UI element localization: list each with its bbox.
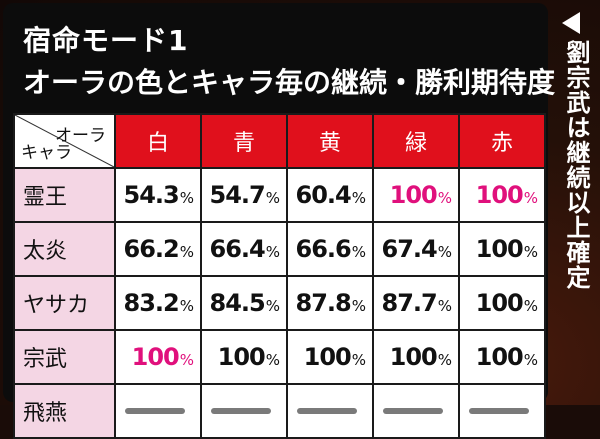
percent-sign: % [351,351,366,369]
percent-sign: % [179,297,194,315]
dash-icon [469,408,529,414]
value-cell [286,383,374,439]
info-panel: 宿命モード1 オーラの色とキャラ毎の継続・勝利期待度 オーラ キャラ 白 青 黄… [3,3,555,439]
value-number: 66.2 [123,235,180,263]
table-header-row: オーラ キャラ 白 青 黄 緑 赤 [13,113,546,169]
percent-sign: % [437,351,452,369]
value-number: 83.2 [123,289,180,317]
percent-sign: % [265,243,280,261]
dash-icon [125,408,185,414]
value-cell [372,383,460,439]
column-header-green: 緑 [372,113,460,169]
page-title: 宿命モード1 [23,24,189,57]
percent-sign: % [351,243,366,261]
table-row: 太炎 66.2% 66.4% 66.6% 67.4% 100% [13,221,546,277]
dash-icon [383,408,443,414]
title-box: 宿命モード1 オーラの色とキャラ毎の継続・勝利期待度 [13,13,555,103]
value-number: 100 [389,343,438,371]
value-cell [114,383,202,439]
row-header: 霊王 [13,167,116,223]
table-row: 霊王 54.3% 54.7% 60.4% 100% 100% [13,167,546,223]
value-number: 87.7 [381,289,438,317]
value-cell: 54.3% [114,167,202,223]
value-cell [458,383,546,439]
row-header: ヤサカ [13,275,116,331]
table-row: 飛燕 [13,383,546,439]
value-cell: 100% [458,275,546,331]
value-cell: 100% [286,329,374,385]
diagonal-line [15,115,114,167]
percent-sign: % [437,243,452,261]
column-header-blue: 青 [200,113,288,169]
value-cell: 100% [458,221,546,277]
percent-sign: % [523,189,538,207]
row-header: 宗武 [13,329,116,385]
dash-icon [211,408,271,414]
percent-sign: % [523,243,538,261]
value-number: 100 [475,289,524,317]
percent-sign: % [437,297,452,315]
column-header-yellow: 黄 [286,113,374,169]
value-number: 100 [217,343,266,371]
value-number: 87.8 [295,289,352,317]
value-cell: 67.4% [372,221,460,277]
row-header: 飛燕 [13,383,116,439]
value-number: 100 [475,235,524,263]
row-header: 太炎 [13,221,116,277]
value-cell: 66.2% [114,221,202,277]
value-cell: 100% [114,329,202,385]
value-number: 54.7 [209,181,266,209]
value-number: 54.3 [123,181,180,209]
triangle-left-icon [562,12,580,34]
corner-label-chara: キャラ [21,143,72,163]
value-cell: 87.7% [372,275,460,331]
percent-sign: % [179,189,194,207]
value-cell: 66.4% [200,221,288,277]
value-cell [200,383,288,439]
value-number: 100 [475,343,524,371]
percent-sign: % [351,189,366,207]
side-note-text: 劉宗武は継続以上確定 [562,40,590,290]
percent-sign: % [523,351,538,369]
value-number: 66.6 [295,235,352,263]
value-cell: 100% [458,329,546,385]
value-cell: 84.5% [200,275,288,331]
value-cell: 60.4% [286,167,374,223]
value-number: 100 [389,181,438,209]
percent-sign: % [437,189,452,207]
corner-label-aura: オーラ [55,126,106,146]
value-cell: 87.8% [286,275,374,331]
value-cell: 100% [458,167,546,223]
value-number: 100 [303,343,352,371]
value-cell: 100% [200,329,288,385]
value-number: 60.4 [295,181,352,209]
percent-sign: % [265,297,280,315]
table-row: 宗武 100% 100% 100% 100% 100% [13,329,546,385]
table-row: ヤサカ 83.2% 84.5% 87.8% 87.7% 100% [13,275,546,331]
value-cell: 100% [372,329,460,385]
table-corner-cell: オーラ キャラ [13,113,116,169]
value-number: 67.4 [381,235,438,263]
value-cell: 66.6% [286,221,374,277]
percent-sign: % [179,351,194,369]
value-number: 66.4 [209,235,266,263]
value-cell: 100% [372,167,460,223]
page-subtitle: オーラの色とキャラ毎の継続・勝利期待度 [23,66,556,99]
value-number: 100 [475,181,524,209]
percent-sign: % [265,189,280,207]
dash-icon [297,408,357,414]
value-cell: 54.7% [200,167,288,223]
percent-sign: % [179,243,194,261]
value-cell: 83.2% [114,275,202,331]
value-number: 100 [131,343,180,371]
expectation-table: オーラ キャラ 白 青 黄 緑 赤 霊王 54.3% 54.7% 60.4% 100% 1… [13,113,546,439]
percent-sign: % [523,297,538,315]
percent-sign: % [351,297,366,315]
column-header-white: 白 [114,113,202,169]
percent-sign: % [265,351,280,369]
column-header-red: 赤 [458,113,546,169]
value-number: 84.5 [209,289,266,317]
side-note: 劉宗武は継続以上確定 [556,8,596,398]
